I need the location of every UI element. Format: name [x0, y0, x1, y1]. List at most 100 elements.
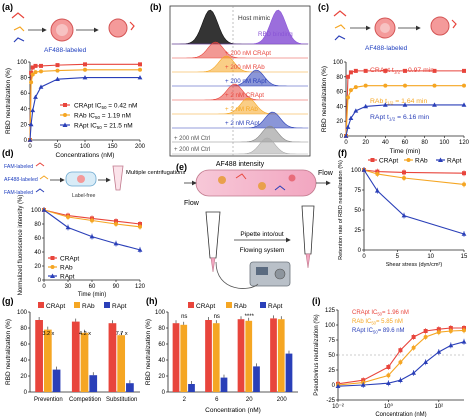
y-tick-label: -25: [326, 398, 335, 404]
legend-label: CRApt t1/2 = 0.97 min: [370, 67, 434, 75]
scheme-label-d: FAM-labeled: [4, 190, 33, 196]
panel-label-b: (b): [150, 2, 162, 12]
x-tick-label: 50: [54, 144, 61, 150]
legend-f: CRApt RAb RApt: [368, 157, 462, 165]
legend-label: RAb t1/2 = 1.64 min: [370, 98, 427, 106]
legend-item-rab: RAb: [404, 158, 428, 165]
data-point: [386, 373, 391, 378]
y-tick-label: 40: [336, 104, 343, 110]
panel-e: (e) Flow Flow Pipette into/out Flowing s…: [176, 162, 334, 289]
x-axis-label-b: AF488 intensity: [216, 161, 265, 168]
row-label-b: + 200 nM RApt: [225, 78, 267, 85]
data-point: [461, 231, 467, 236]
virus-core-icon: [380, 23, 390, 33]
data-point: [33, 70, 38, 75]
bar-rapt: [52, 369, 61, 392]
y-tick-label: 20: [20, 122, 27, 128]
antibody-icon: [334, 24, 346, 30]
series-line-crapt: [363, 169, 465, 174]
x-tick-label: 15: [461, 254, 468, 260]
y-tick-label: 100: [31, 208, 42, 214]
data-point: [55, 63, 60, 68]
legend-label: RAb IC50 = 1.19 nM: [74, 113, 131, 121]
bar-rapt: [188, 384, 195, 392]
legend-label: RApt t1/2 = 6.16 min: [370, 114, 429, 122]
x-tick-label: 100: [439, 140, 450, 146]
y-tick-label: 80: [34, 222, 41, 228]
x-tick-label: 60: [89, 284, 96, 290]
data-point: [423, 335, 428, 339]
bar-rab: [43, 329, 52, 392]
significance-label: ****: [245, 314, 255, 320]
row-label-b: + 200 nM Ctrl: [174, 147, 210, 153]
legend-label: RApt: [447, 158, 462, 165]
virus-icon: [108, 18, 128, 38]
x-tick-label: 10²: [434, 404, 443, 410]
data-point: [29, 70, 34, 75]
data-point: [345, 74, 350, 79]
y-tick-label: 0: [38, 278, 42, 284]
scheme-label-a: AF488-labeled: [44, 47, 87, 54]
data-point: [137, 75, 143, 80]
y-tick-label: 0: [24, 138, 28, 144]
data-point: [137, 247, 143, 252]
x-tick-label: 20: [246, 397, 253, 403]
y-axis-label: RBD neutralization (%): [5, 319, 12, 385]
y-tick-label: 20: [20, 374, 27, 380]
legend-label: CRApt IC50= 1.96 nM: [352, 310, 409, 316]
data-point: [462, 83, 466, 88]
legend-g: CRApt RAb RApt: [38, 302, 127, 310]
virus-icon: [258, 182, 266, 190]
y-tick-label: 80: [158, 326, 165, 332]
aptamer-icon: [235, 173, 247, 180]
panel-d: (d) FAM-labeled AF488-labeled FAM-labele…: [2, 148, 185, 298]
virus-icon: [77, 175, 85, 183]
legend-item-rab: RAb IC50 = 1.19 nM: [60, 113, 131, 121]
data-point: [361, 167, 367, 172]
x-axis-label: Concentration (nM): [205, 407, 261, 414]
y-tick-label: 50: [328, 353, 335, 359]
y-tick-label: 20: [158, 374, 165, 380]
row-label-b: + 2 nM CRApt: [225, 92, 264, 99]
data-point: [65, 225, 71, 230]
rbd-binding-label: RBD binding: [258, 31, 293, 38]
data-point: [39, 69, 43, 74]
data-point: [335, 383, 341, 388]
y-tick-label: 80: [20, 76, 27, 82]
histogram-curve: [172, 55, 308, 73]
significance-label: ns: [181, 314, 187, 320]
data-point: [398, 348, 403, 353]
histogram-curve: [172, 9, 309, 45]
tube-icon: [112, 165, 124, 191]
legend-label: CRApt: [379, 158, 398, 165]
x-tick-label: 10⁰: [384, 403, 394, 410]
x-tick-label: 90: [113, 284, 120, 290]
virus-icon: [288, 174, 296, 182]
fold-label: 3.2 x: [42, 331, 54, 337]
x-tick-label: 6: [215, 397, 219, 403]
data-point: [30, 72, 35, 77]
data-point: [353, 68, 358, 73]
y-axis-label: Normalized fluorescence intensity (%): [18, 195, 24, 296]
x-tick-label: 0: [344, 140, 348, 146]
legend-item-rapt: RApt IC50 = 21.5 nM: [60, 122, 133, 130]
virus-core-icon: [56, 24, 68, 36]
plot-c: 0 20 40 60 80 100 RBD neutralization (%) Time (…: [321, 60, 470, 155]
data-point: [113, 241, 119, 246]
x-tick-label: 5: [396, 254, 400, 260]
plot-g: 0 20 40 60 80 100 RBD neutralization (%) Preven…: [5, 310, 140, 403]
data-point: [382, 102, 388, 107]
legend-swatch: [74, 302, 80, 308]
bar-crapt: [205, 320, 212, 392]
scheme-label-d: Label-free: [72, 193, 95, 199]
panel-label-d: (d): [2, 148, 14, 158]
y-tick-label: 60: [20, 342, 27, 348]
x-tick-label: 200: [135, 144, 146, 150]
fold-label: 4.2 x: [79, 331, 91, 337]
histogram-curve: [172, 137, 308, 155]
y-tick-label: 100: [17, 310, 28, 316]
bar-rab: [80, 332, 89, 392]
